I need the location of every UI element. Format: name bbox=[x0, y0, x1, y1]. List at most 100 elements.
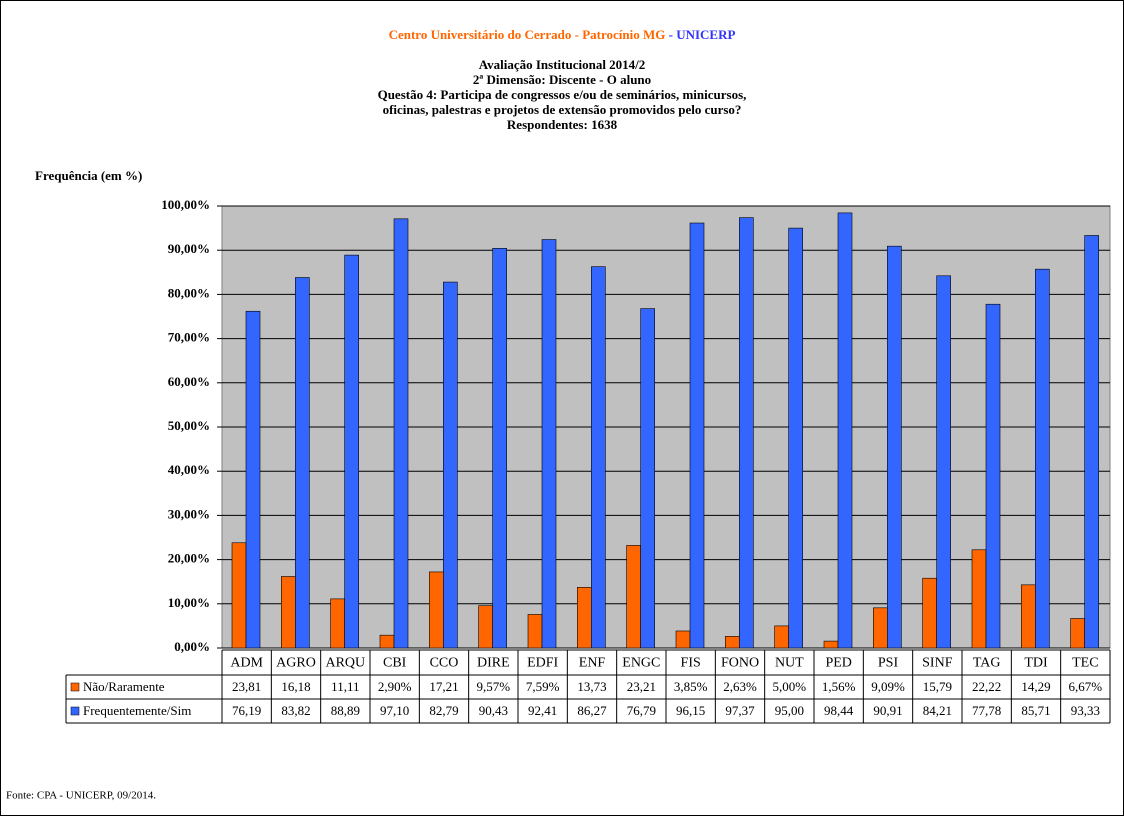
bar bbox=[393, 218, 409, 649]
x-tick-label: CBI bbox=[383, 656, 407, 671]
data-label: 90,43 bbox=[479, 703, 508, 718]
y-axis-label: Frequência (em %) bbox=[35, 168, 142, 183]
x-tick-label: SINF bbox=[922, 656, 953, 671]
bar bbox=[1084, 235, 1099, 649]
x-tick-label: CCO bbox=[430, 656, 459, 671]
y-tick-label: 0,00% bbox=[174, 639, 210, 654]
bar bbox=[739, 217, 754, 649]
data-label: 83,82 bbox=[281, 703, 310, 718]
bar bbox=[541, 239, 557, 649]
y-tick-label: 70,00% bbox=[168, 330, 210, 345]
data-label: 7,59% bbox=[526, 679, 560, 694]
bar bbox=[1070, 618, 1085, 649]
bar bbox=[626, 545, 641, 649]
bar bbox=[985, 303, 1001, 649]
data-label: 14,29 bbox=[1021, 679, 1050, 694]
y-tick-label: 100,00% bbox=[161, 197, 210, 212]
bar bbox=[823, 640, 839, 649]
bar bbox=[330, 598, 345, 649]
y-tick-label: 90,00% bbox=[168, 241, 210, 256]
bar bbox=[344, 254, 359, 649]
data-label: 96,15 bbox=[676, 703, 705, 718]
x-tick-label: TDI bbox=[1024, 656, 1048, 671]
title-main: Centro Universitário do Cerrado - Patroc… bbox=[389, 27, 666, 42]
y-tick-label: 10,00% bbox=[168, 595, 210, 610]
data-label: 86,27 bbox=[577, 703, 607, 718]
x-tick-label: ADM bbox=[230, 656, 263, 671]
legend-label: Não/Raramente bbox=[83, 679, 165, 694]
data-label: 82,79 bbox=[429, 703, 458, 718]
data-label: 2,63% bbox=[723, 679, 757, 694]
bar bbox=[887, 245, 902, 649]
data-label: 1,56% bbox=[822, 679, 856, 694]
data-label: 23,21 bbox=[627, 679, 656, 694]
bar bbox=[1021, 584, 1036, 649]
bar bbox=[640, 308, 655, 649]
x-tick-label: ARQU bbox=[325, 656, 365, 671]
x-tick-label: DIRE bbox=[477, 656, 510, 671]
data-label: 77,78 bbox=[972, 703, 1001, 718]
data-label: 93,33 bbox=[1071, 703, 1100, 718]
data-label: 5,00% bbox=[773, 679, 807, 694]
bar bbox=[922, 577, 937, 649]
x-tick-label: FIS bbox=[681, 656, 701, 671]
data-label: 97,10 bbox=[380, 703, 409, 718]
data-label: 9,09% bbox=[871, 679, 905, 694]
bar bbox=[873, 607, 888, 649]
data-label: 95,00 bbox=[775, 703, 804, 718]
bar bbox=[774, 625, 789, 649]
data-label: 76,19 bbox=[232, 703, 261, 718]
subtitle: 2ª Dimensão: Discente - O aluno bbox=[473, 72, 651, 87]
subtitle: oficinas, palestras e projetos de extens… bbox=[383, 102, 742, 117]
data-label: 2,90% bbox=[378, 679, 412, 694]
data-label: 97,37 bbox=[725, 703, 755, 718]
data-label: 16,18 bbox=[281, 679, 310, 694]
x-tick-label: FONO bbox=[721, 656, 759, 671]
bar bbox=[231, 542, 247, 649]
bar bbox=[837, 212, 853, 649]
data-label: 76,79 bbox=[627, 703, 656, 718]
x-tick-label: TEC bbox=[1072, 656, 1098, 671]
x-tick-label: PSI bbox=[878, 656, 899, 671]
source: Fonte: CPA - UNICERP, 09/2014. bbox=[6, 790, 156, 802]
data-label: 90,91 bbox=[873, 703, 902, 718]
legend-label: Frequentemente/Sim bbox=[83, 703, 191, 718]
data-label: 3,85% bbox=[674, 679, 708, 694]
bar bbox=[478, 605, 493, 649]
bar bbox=[527, 614, 543, 649]
x-tick-label: NUT bbox=[775, 656, 804, 671]
bar bbox=[429, 571, 444, 649]
bar bbox=[675, 630, 691, 649]
y-tick-label: 30,00% bbox=[168, 506, 210, 521]
bar bbox=[725, 636, 740, 649]
bar bbox=[591, 266, 606, 649]
bar bbox=[295, 277, 310, 649]
bar bbox=[689, 222, 705, 649]
data-label: 84,21 bbox=[923, 703, 952, 718]
subtitle: Questão 4: Participa de congressos e/ou … bbox=[378, 87, 747, 102]
x-tick-label: PED bbox=[825, 656, 851, 671]
legend-key bbox=[70, 706, 80, 716]
data-label: 9,57% bbox=[477, 679, 511, 694]
data-label: 17,21 bbox=[429, 679, 458, 694]
subtitle: Respondentes: 1638 bbox=[507, 117, 618, 132]
x-tick-label: ENGC bbox=[622, 656, 660, 671]
legend-key bbox=[70, 682, 80, 692]
bar bbox=[245, 310, 261, 649]
data-label: 22,22 bbox=[972, 679, 1001, 694]
data-label: 85,71 bbox=[1021, 703, 1050, 718]
data-label: 13,73 bbox=[577, 679, 606, 694]
data-label: 15,79 bbox=[923, 679, 952, 694]
y-tick-label: 40,00% bbox=[168, 462, 210, 477]
bar bbox=[577, 587, 592, 649]
x-tick-label: AGRO bbox=[276, 656, 316, 671]
bar bbox=[281, 576, 296, 649]
data-label: 92,41 bbox=[528, 703, 557, 718]
bar bbox=[492, 247, 507, 649]
data-label: 11,11 bbox=[331, 679, 359, 694]
bar bbox=[936, 275, 951, 649]
data-label: 88,89 bbox=[331, 703, 360, 718]
bar bbox=[788, 227, 803, 649]
y-tick-label: 20,00% bbox=[168, 551, 210, 566]
